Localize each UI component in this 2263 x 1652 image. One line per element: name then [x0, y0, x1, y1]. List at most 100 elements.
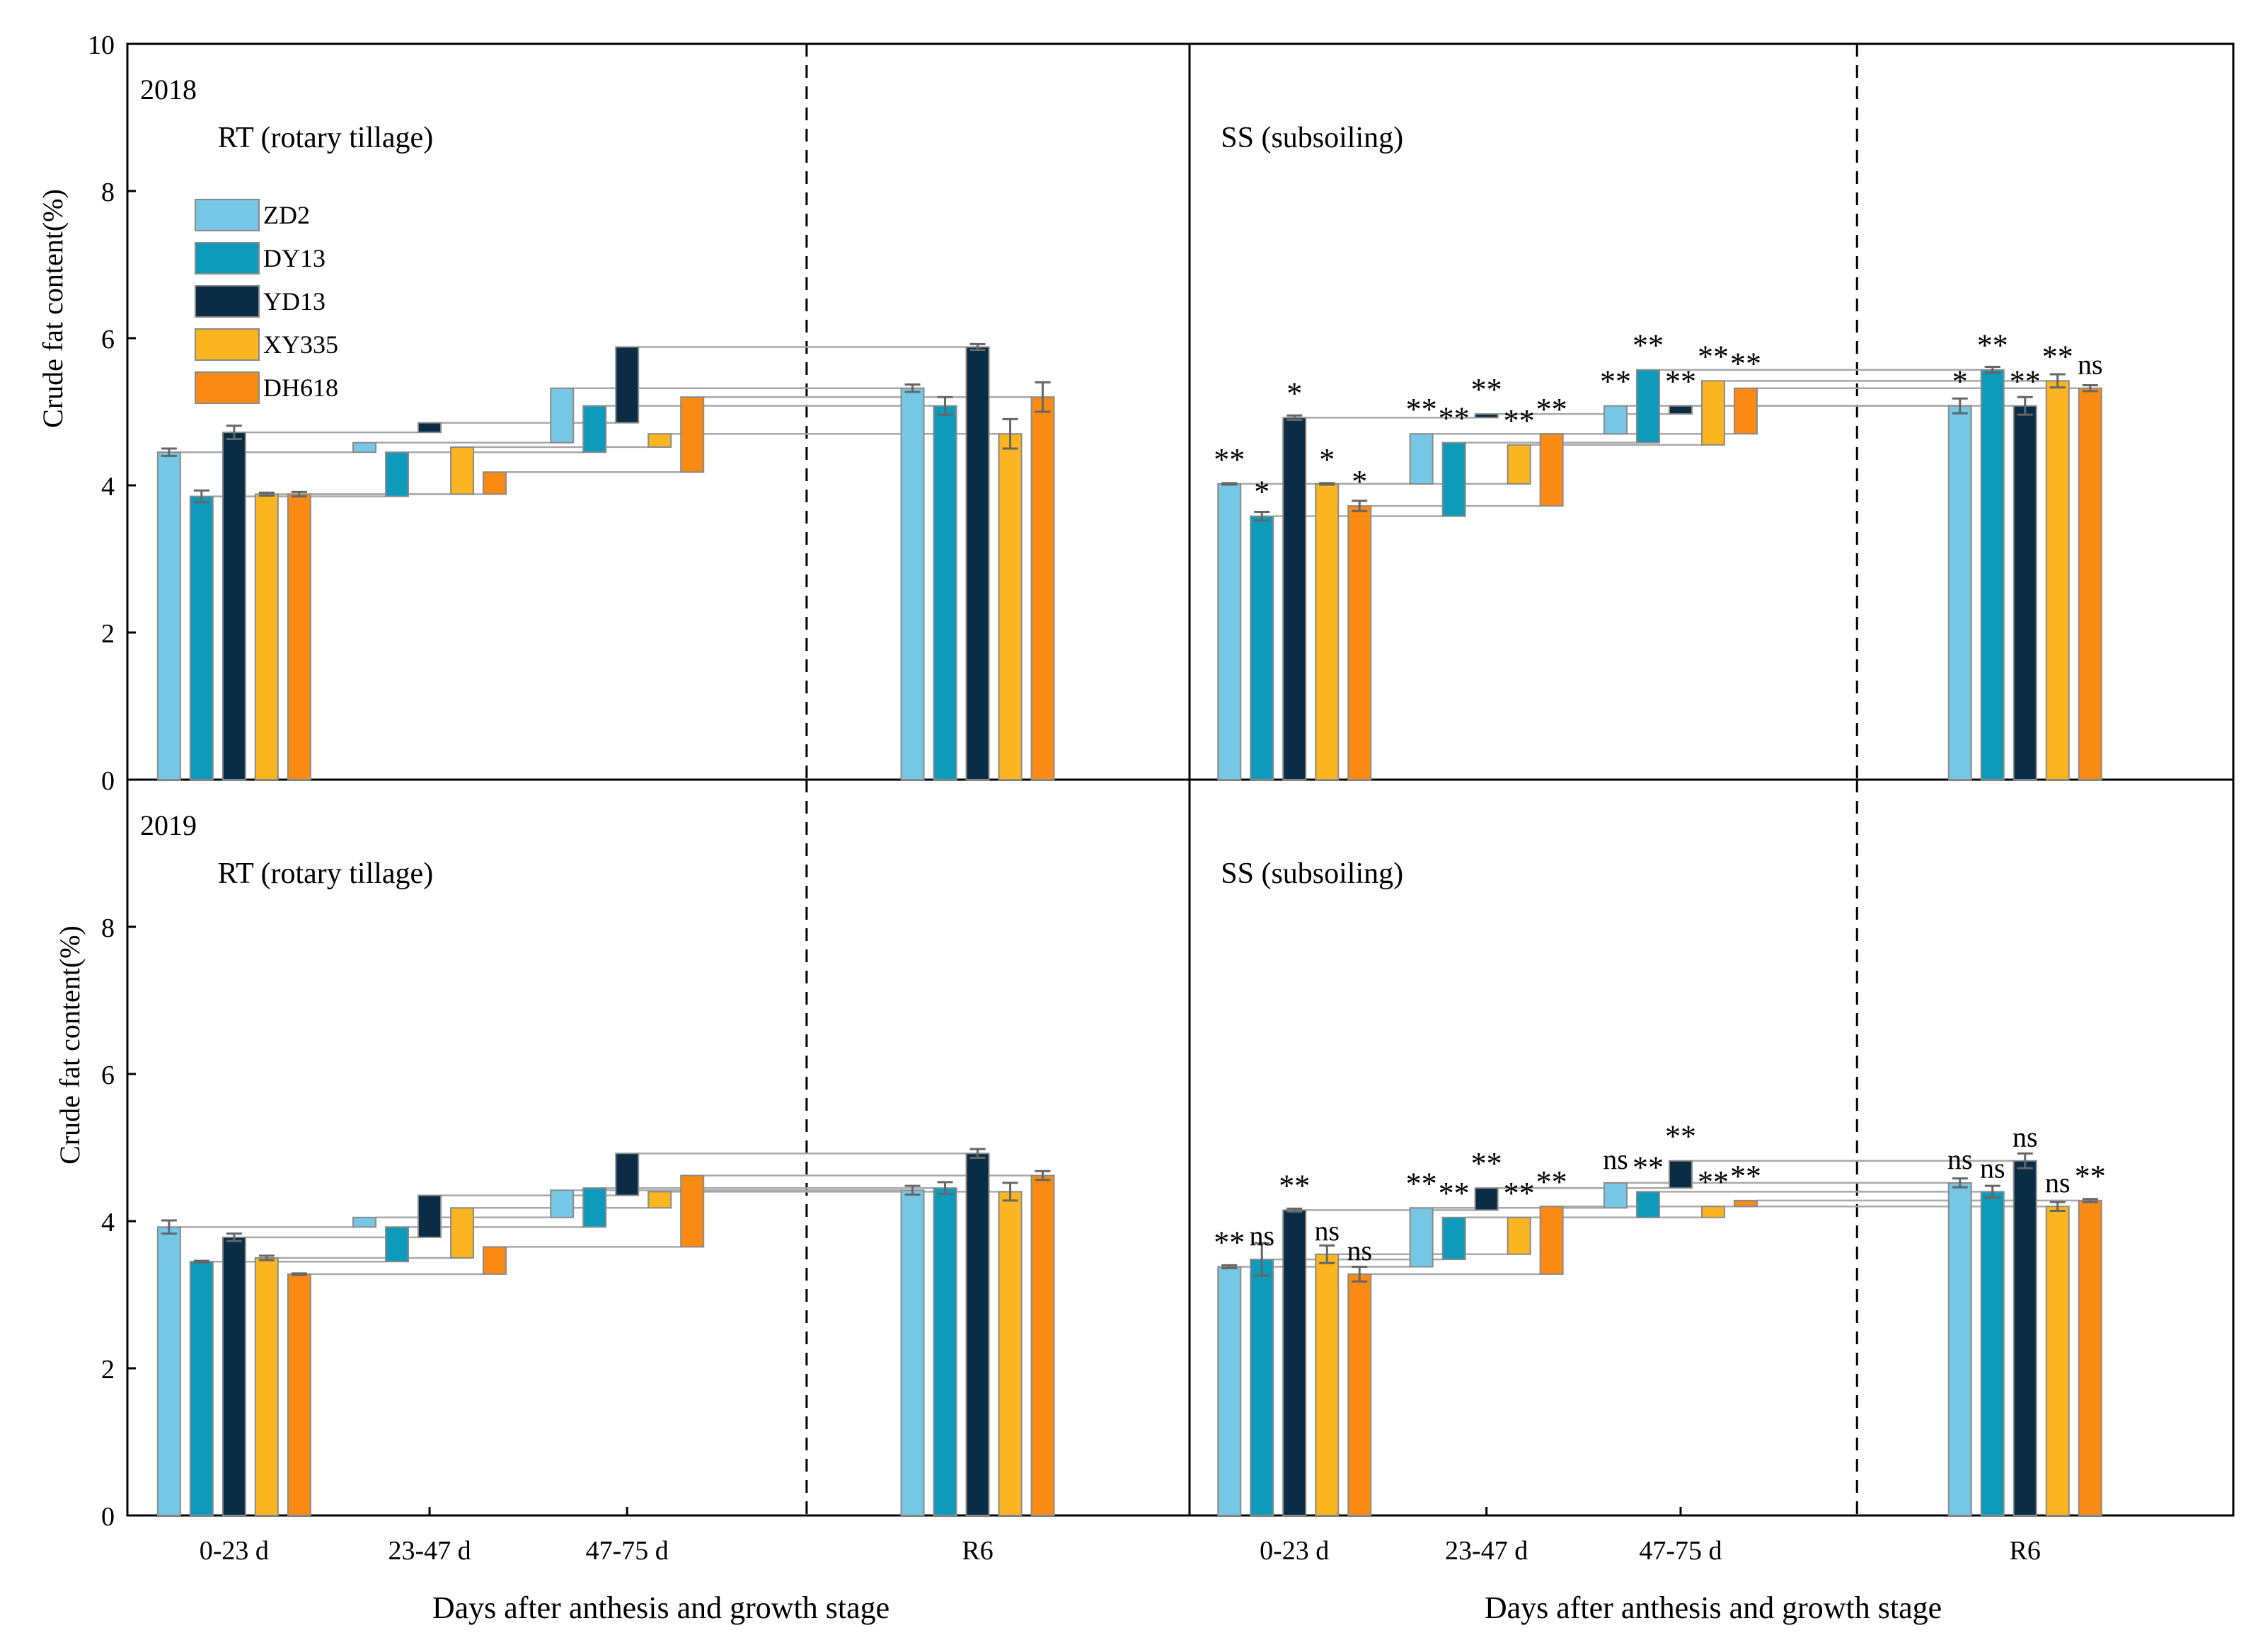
- x-tick-label: R6: [962, 1536, 993, 1566]
- panel-treatment-label: RT (rotary tillage): [218, 122, 434, 154]
- bar-yd13: [418, 1194, 442, 1238]
- x-tick-label: 23-47 d: [1445, 1536, 1528, 1566]
- x-tick-label: 23-47 d: [388, 1536, 471, 1566]
- significance-mark: *: [1286, 376, 1302, 410]
- bar-dh618: [1733, 1199, 1758, 1208]
- significance-mark: **: [1471, 372, 1502, 407]
- significance-mark: ns: [1947, 1143, 1973, 1175]
- panel-year-label: 2018: [140, 74, 197, 105]
- bar-dy13: [933, 405, 957, 780]
- bar-dh618: [1347, 505, 1372, 780]
- bar-xy335: [1507, 1216, 1531, 1255]
- y-tick-label: 2: [101, 619, 115, 649]
- bar-zd2: [156, 1226, 181, 1516]
- bar-dh618: [680, 1174, 705, 1248]
- y-tick-label: 8: [101, 178, 115, 207]
- significance-mark: **: [1665, 364, 1696, 399]
- bar-dy13: [1635, 1191, 1660, 1218]
- bar-zd2: [352, 1216, 377, 1228]
- bar-zd2: [1947, 405, 1972, 780]
- bar-dh618: [483, 1246, 507, 1275]
- significance-mark: **: [1600, 364, 1631, 399]
- significance-mark: **: [1504, 1176, 1535, 1211]
- bar-dy13: [189, 1261, 214, 1516]
- bar-dh618: [2078, 1199, 2102, 1516]
- bar-yd13: [221, 432, 246, 780]
- bar-dh618: [287, 493, 311, 780]
- bar-zd2: [1409, 1207, 1434, 1268]
- bar-dy13: [1250, 515, 1274, 780]
- legend-label: YD13: [263, 287, 326, 316]
- bar-yd13: [615, 1153, 640, 1196]
- bar-zd2: [1947, 1182, 1972, 1517]
- bar-zd2: [1217, 483, 1242, 780]
- significance-mark: **: [1633, 328, 1664, 363]
- bar-dy13: [189, 495, 214, 780]
- bar-dy13: [1980, 369, 2005, 780]
- bar-zd2: [900, 387, 925, 780]
- panel-year-label: 2019: [140, 809, 197, 841]
- y-tick-label: 10: [88, 30, 115, 60]
- significance-mark: ns: [1603, 1143, 1628, 1175]
- y-tick-label: 2: [101, 1355, 115, 1385]
- bar-yd13: [1668, 405, 1693, 415]
- bar-zd2: [352, 441, 377, 454]
- x-tick-label: 47-75 d: [586, 1536, 669, 1566]
- x-axis-label-left: Days after anthesis and growth stage: [432, 1590, 889, 1625]
- bar-dh618: [2078, 387, 2102, 780]
- bar-xy335: [1700, 1206, 1725, 1218]
- bar-dy13: [385, 451, 410, 497]
- bar-dh618: [1030, 396, 1055, 780]
- significance-mark: *: [1254, 475, 1269, 509]
- legend-label: DY13: [263, 244, 326, 272]
- bar-dy13: [1980, 1191, 2005, 1517]
- significance-mark: **: [1665, 1119, 1696, 1154]
- bar-zd2: [550, 387, 575, 444]
- legend-swatch: [195, 328, 260, 361]
- legend-label: XY335: [263, 330, 338, 359]
- bar-yd13: [2012, 1160, 2037, 1516]
- x-tick-label: 0-23 d: [1260, 1536, 1329, 1566]
- bar-yd13: [1282, 417, 1307, 780]
- bar-xy335: [1315, 483, 1340, 780]
- y-tick-label: 6: [101, 325, 115, 354]
- significance-mark: **: [1536, 392, 1567, 427]
- bar-dh618: [1733, 387, 1758, 435]
- y-tick-label: 4: [101, 472, 115, 502]
- x-tick-label: 0-23 d: [200, 1536, 269, 1566]
- significance-mark: **: [1279, 1168, 1310, 1203]
- legend-swatch: [195, 199, 260, 231]
- bar-xy335: [254, 493, 279, 780]
- significance-mark: **: [1698, 339, 1729, 374]
- legend-swatch: [195, 285, 260, 318]
- bar-dy13: [582, 1187, 607, 1228]
- bar-yd13: [1474, 413, 1499, 419]
- bar-yd13: [965, 1153, 990, 1516]
- significance-mark: **: [1406, 392, 1437, 427]
- bar-xy335: [254, 1257, 279, 1516]
- significance-mark: **: [1214, 442, 1245, 477]
- bar-yd13: [418, 422, 442, 434]
- significance-mark: ns: [1249, 1220, 1274, 1252]
- significance-mark: **: [1471, 1146, 1502, 1181]
- bar-dy13: [1441, 441, 1466, 517]
- bar-yd13: [1474, 1187, 1499, 1211]
- x-tick-label: 47-75 d: [1639, 1536, 1722, 1566]
- bar-dh618: [1539, 1206, 1564, 1275]
- significance-mark: ns: [2045, 1167, 2071, 1198]
- bar-yd13: [1282, 1209, 1307, 1517]
- significance-mark: **: [2075, 1159, 2106, 1194]
- bar-yd13: [2012, 405, 2037, 780]
- significance-mark: ns: [2078, 349, 2103, 381]
- bar-dy13: [582, 405, 607, 454]
- y-tick-label: 0: [101, 1502, 115, 1532]
- panel-treatment-label: SS (subsoiling): [1221, 122, 1403, 154]
- significance-mark: **: [1730, 1159, 1761, 1194]
- bar-dh618: [680, 396, 705, 473]
- bar-xy335: [2045, 380, 2070, 780]
- bar-dy13: [933, 1187, 957, 1516]
- bar-xy335: [2045, 1206, 2070, 1516]
- bar-zd2: [900, 1189, 925, 1516]
- significance-mark: *: [1352, 464, 1367, 499]
